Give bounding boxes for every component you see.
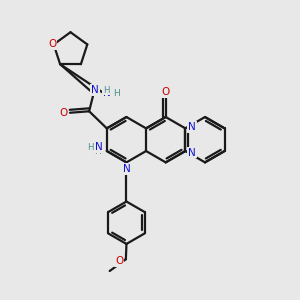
Text: O: O [59,108,68,118]
Text: N: N [188,122,196,132]
Text: O: O [115,256,124,266]
Text: N: N [188,148,196,158]
Text: H: H [94,146,101,155]
Text: H: H [87,143,94,152]
Text: N: N [91,85,99,95]
Text: N: N [103,88,111,98]
Text: N: N [123,164,130,174]
Text: N: N [95,142,102,152]
Text: O: O [48,39,56,50]
Text: N: N [94,146,101,156]
Text: O: O [162,87,170,97]
Text: H: H [103,85,109,94]
Text: H: H [113,89,120,98]
